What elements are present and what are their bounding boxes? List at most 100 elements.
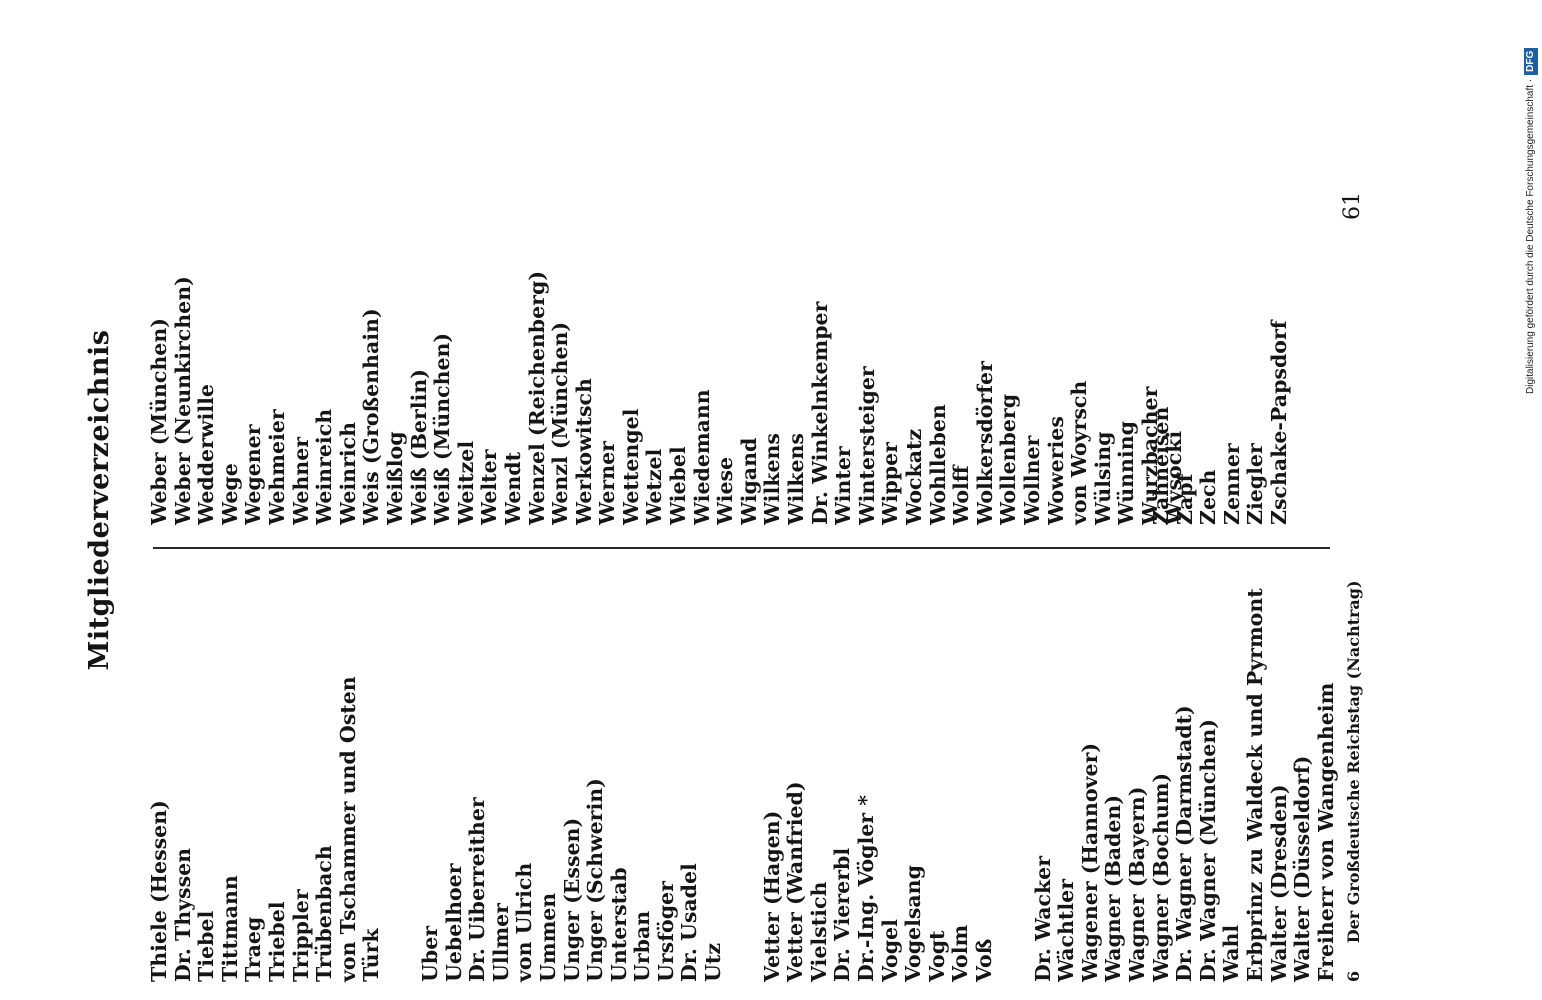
member-name: Weiß (München) <box>430 332 455 525</box>
member-name: Woweries <box>1043 416 1068 525</box>
member-name: Weitzel <box>453 440 478 525</box>
member-name: Weber (München) <box>147 318 171 525</box>
member-name: Wohlleben <box>925 404 950 525</box>
member-name: Dr.-Ing. Vögler * <box>854 795 879 982</box>
member-name: Ursföger <box>653 881 678 982</box>
member-name: Trippler <box>288 889 313 982</box>
member-name: Werkowitsch <box>571 378 596 525</box>
member-name: von Ulrich <box>512 862 537 982</box>
member-name: Dr. Wagner (Darmstadt) <box>1172 705 1197 982</box>
member-list-right: Weber (München) Weber (Neunkirchen) Wedder… <box>147 270 1186 526</box>
member-name: Zapf <box>1172 473 1197 525</box>
member-name: Walter (Düsseldorf) <box>1290 755 1315 982</box>
member-name: Weis (Großenhain) <box>359 308 384 525</box>
running-title: Der Großdeutsche Reichstag (Nachtrag) <box>1344 580 1363 944</box>
member-name: Wenzel (Reichenberg) <box>524 270 549 525</box>
member-name: Wehmeier <box>264 409 289 525</box>
dfg-credit-sidebar: Digitalisierung gefördert durch die Deut… <box>1521 6 1541 394</box>
member-name: Wilkens <box>760 433 785 525</box>
member-name: Weiß (Berlin) <box>406 369 431 525</box>
member-name: Urban <box>630 910 655 982</box>
signature-mark: 6 <box>1344 970 1363 982</box>
dfg-logo-icon: DFG <box>1524 47 1538 75</box>
member-name: Wege <box>217 463 242 525</box>
member-name: Werner <box>595 441 620 525</box>
member-name: Wigand <box>736 437 761 525</box>
member-name: Dr. Usadel <box>677 863 702 982</box>
member-name: Utz <box>701 943 726 982</box>
member-name: Dr. Wagner (München) <box>1195 719 1220 982</box>
page-title: Mitgliederverzeichnis <box>84 329 115 671</box>
member-name: Uber <box>417 925 442 982</box>
member-name: Walter (Dresden) <box>1266 784 1291 982</box>
member-name: Wagner (Baden) <box>1101 794 1126 982</box>
member-name: Ummen <box>535 892 560 982</box>
member-name: Wolff <box>949 465 974 525</box>
member-name: Dr. Winkelnkemper <box>807 301 832 525</box>
member-name: Wehner <box>288 436 313 525</box>
member-name: Wegener <box>241 424 266 525</box>
member-name: Uebelhoer <box>441 863 466 982</box>
member-name: Wächtler <box>1054 878 1079 982</box>
member-name: Freiherr von Wangenheim <box>1313 682 1338 982</box>
member-name: Wendt <box>500 451 525 525</box>
member-name: Wenzl (München) <box>548 321 573 525</box>
page-number: 61 <box>1340 192 1365 220</box>
member-name: Zech <box>1196 469 1221 525</box>
member-name: Unger (Essen) <box>559 817 584 982</box>
member-name: Wagner (Bochum) <box>1148 772 1173 982</box>
member-name: Wintersteiger <box>854 366 879 525</box>
member-name: Vogel <box>877 919 902 982</box>
letter-group-gap <box>726 588 761 982</box>
member-name: Unterstab <box>606 867 631 982</box>
member-name: Vogelsang <box>901 865 926 982</box>
dfg-credit-text: Digitalisierung gefördert durch die Deut… <box>1525 78 1536 394</box>
member-list-left: Thiele (Hessen) Dr. Thyssen Tiebel Tittmann… <box>147 588 1338 982</box>
member-name: Wetzel <box>642 448 667 525</box>
member-name: Unger (Schwerin) <box>583 778 608 982</box>
member-name: Winter <box>831 446 856 525</box>
page-footer: 6 Der Großdeutsche Reichstag (Nachtrag) <box>1344 580 1363 982</box>
member-name: Tittmann <box>217 875 242 982</box>
member-name: von Woyrsch <box>1067 380 1092 525</box>
member-name: Wilkens <box>784 433 809 525</box>
member-name: Zenner <box>1219 443 1244 525</box>
member-name: Türk <box>359 928 384 982</box>
member-name: Vetter (Wanfried) <box>783 781 808 982</box>
member-name: Wedderwille <box>194 384 219 525</box>
member-name: Weinreich <box>312 408 337 525</box>
member-name: Wahl <box>1219 924 1244 982</box>
member-name: Wolkersdörfer <box>972 361 997 525</box>
member-name: Tiebel <box>194 910 219 982</box>
member-name: Wagener (Hannover) <box>1077 742 1102 982</box>
member-name: Voß <box>972 938 996 982</box>
member-name: Erbprinz zu Waldeck und Pyrmont <box>1242 588 1267 982</box>
member-name: Triebel <box>264 901 289 982</box>
member-name: Trübenbach <box>312 845 337 982</box>
member-name: Vielstich <box>806 881 831 982</box>
member-name: Wettengel <box>618 408 643 525</box>
member-name: Dr. Thyssen <box>170 847 195 982</box>
member-name: von Tschammer und Osten <box>335 676 360 982</box>
member-name: Wiese <box>713 456 738 525</box>
member-name: Dr. Wacker <box>1030 855 1055 982</box>
column-divider <box>153 547 1330 549</box>
member-name: Weinrich <box>335 421 360 525</box>
member-name: Wipper <box>878 442 903 525</box>
member-name: Wockatz <box>902 428 926 525</box>
member-list-right-z: Zahneisen Zapf Zech Zenner Ziegler Zschake-Pa… <box>1149 320 1292 525</box>
member-name: Wülsing <box>1090 431 1115 525</box>
member-name: Wiebel <box>666 446 691 525</box>
member-name: Wollner <box>1019 435 1044 525</box>
letter-group-gap <box>997 588 1032 982</box>
member-name: Wünning <box>1114 421 1139 525</box>
member-name: Wiedemann <box>689 389 714 525</box>
member-name: Vetter (Hagen) <box>759 810 784 982</box>
member-name: Weber (Neunkirchen) <box>170 276 195 525</box>
member-name: Ziegler <box>1243 443 1268 525</box>
member-name: Zschake-Papsdorf <box>1266 320 1291 525</box>
member-name: Wollenberg <box>996 393 1021 525</box>
member-name: Welter <box>477 449 502 526</box>
member-name: Traeg <box>241 916 266 982</box>
